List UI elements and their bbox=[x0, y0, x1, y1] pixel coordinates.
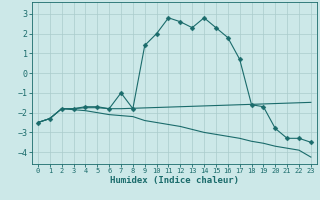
X-axis label: Humidex (Indice chaleur): Humidex (Indice chaleur) bbox=[110, 176, 239, 185]
